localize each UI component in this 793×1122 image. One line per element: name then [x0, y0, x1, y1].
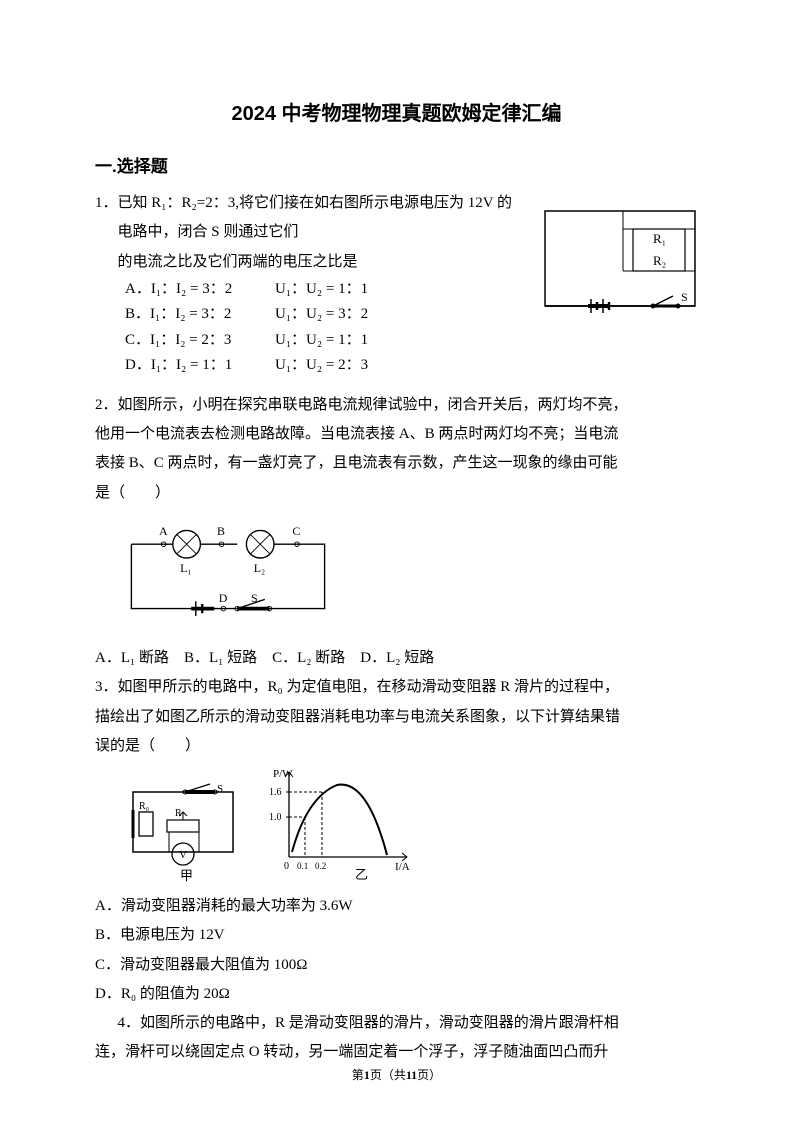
svg-text:I/A: I/A: [395, 861, 410, 873]
q2-p1: 如图所示，小明在探究串联电路电流规律试验中，闭合开关后，两灯均不亮，: [118, 397, 628, 413]
q3-graph-yi: P/W I/A 1.6 1.0 0.1 0.2 0 乙: [267, 767, 417, 882]
q3-p3: 误的是（ ）: [95, 732, 698, 761]
svg-text:D: D: [219, 591, 228, 605]
svg-text:0.1: 0.1: [297, 861, 308, 871]
q3-number: 3．: [95, 679, 118, 695]
page-footer: 第1页（共11页）: [0, 1064, 793, 1087]
q1-opt-d-r: U₁：U₂ = 2：3: [275, 353, 368, 379]
q4-number: 4．: [118, 1015, 141, 1031]
q2-options: A．L₁ 断路 B．L₁ 短路 C．L₂ 断路 D．L₂ 短路: [95, 644, 698, 673]
svg-text:C: C: [292, 524, 300, 538]
svg-text:P/W: P/W: [273, 768, 293, 780]
q2-p2: 他用一个电流表去检测电路故障。当电流表接 A、B 两点时两灯均不亮；当电流: [95, 420, 698, 449]
svg-text:S: S: [251, 591, 258, 605]
svg-text:甲: 甲: [180, 868, 193, 882]
q1-number: 1．: [95, 195, 118, 211]
q3-p2: 描绘出了如图乙所示的滑动变阻器消耗电功率与电流关系图象，以下计算结果错: [95, 703, 698, 732]
q1-line1: 已知 R₁：R₂=2：3,将它们接在如右图所示电源电压为 12V 的电路中，闭合…: [118, 195, 513, 240]
q1-opt-a-l: A．I₁：I₂ = 3：2: [125, 277, 275, 303]
r1-label: R₁: [653, 231, 666, 246]
q2-circuit-figure: A B C L₁ L₂ D S: [113, 512, 343, 627]
q3-opt-d: D．R₀ 的阻值为 20Ω: [95, 980, 698, 1009]
q1-opt-a-r: U₁：U₂ = 1：1: [275, 277, 368, 303]
page-title: 2024 中考物理物理真题欧姆定律汇编: [95, 95, 698, 134]
q1-stem: 1．已知 R₁：R₂=2：3,将它们接在如右图所示电源电压为 12V 的电路中，…: [95, 189, 518, 248]
svg-text:乙: 乙: [355, 867, 368, 882]
question-4: 4．如图所示的电路中，R 是滑动变阻器的滑片，滑动变阻器的滑片跟滑杆相 连，滑杆…: [95, 1009, 698, 1068]
svg-text:0.2: 0.2: [315, 861, 326, 871]
question-1: 1．已知 R₁：R₂=2：3,将它们接在如右图所示电源电压为 12V 的电路中，…: [95, 189, 698, 379]
svg-text:V: V: [179, 849, 187, 861]
svg-text:S: S: [217, 783, 223, 795]
svg-text:L₂: L₂: [254, 561, 265, 575]
question-3: 3．如图甲所示的电路中，R₀ 为定值电阻，在移动滑动变阻器 R 滑片的过程中， …: [95, 673, 698, 1009]
svg-text:1.6: 1.6: [269, 787, 282, 798]
q1-opt-b-l: B．I₁：I₂ = 3：2: [125, 302, 275, 328]
q3-opt-b: B．电源电压为 12V: [95, 921, 698, 950]
question-2: 2．如图所示，小明在探究串联电路电流规律试验中，闭合开关后，两灯均不亮， 他用一…: [95, 391, 698, 674]
q3-circuit-jia: S R₀ R V 甲: [125, 782, 245, 882]
q1-opt-c-l: C．I₁：I₂ = 2：3: [125, 328, 275, 354]
q3-opt-a: A．滑动变阻器消耗的最大功率为 3.6W: [95, 892, 698, 921]
q1-options: A．I₁：I₂ = 3：2U₁：U₂ = 1：1 B．I₁：I₂ = 3：2U₁…: [95, 277, 518, 379]
svg-text:R₀: R₀: [139, 801, 150, 812]
q2-p4: 是（ ）: [95, 479, 698, 508]
q3-p1: 如图甲所示的电路中，R₀ 为定值电阻，在移动滑动变阻器 R 滑片的过程中，: [118, 679, 620, 695]
svg-text:A: A: [159, 524, 168, 538]
q3-opt-c: C．滑动变阻器最大阻值为 100Ω: [95, 951, 698, 980]
svg-text:1.0: 1.0: [269, 812, 282, 823]
svg-text:B: B: [217, 524, 225, 538]
r2-label: R₂: [653, 253, 666, 268]
q2-number: 2．: [95, 397, 118, 413]
q1-circuit-figure: R₁ R₂ S: [533, 203, 708, 323]
svg-text:L₁: L₁: [180, 561, 191, 575]
q2-p3: 表接 B、C 两点时，有一盏灯亮了，且电流表有示数，产生这一现象的缘由可能: [95, 449, 698, 478]
q1-opt-b-r: U₁：U₂ = 3：2: [275, 302, 368, 328]
switch-s-label: S: [681, 290, 688, 304]
q4-p1: 如图所示的电路中，R 是滑动变阻器的滑片，滑动变阻器的滑片跟滑杆相: [140, 1015, 619, 1031]
q1-opt-c-r: U₁：U₂ = 1：1: [275, 328, 368, 354]
section-heading: 一.选择题: [95, 150, 698, 183]
svg-text:0: 0: [284, 861, 289, 872]
svg-text:R: R: [175, 808, 182, 819]
q1-opt-d-l: D．I₁：I₂ = 1：1: [125, 353, 275, 379]
q1-line2: 的电流之比及它们两端的电压之比是: [95, 248, 518, 277]
